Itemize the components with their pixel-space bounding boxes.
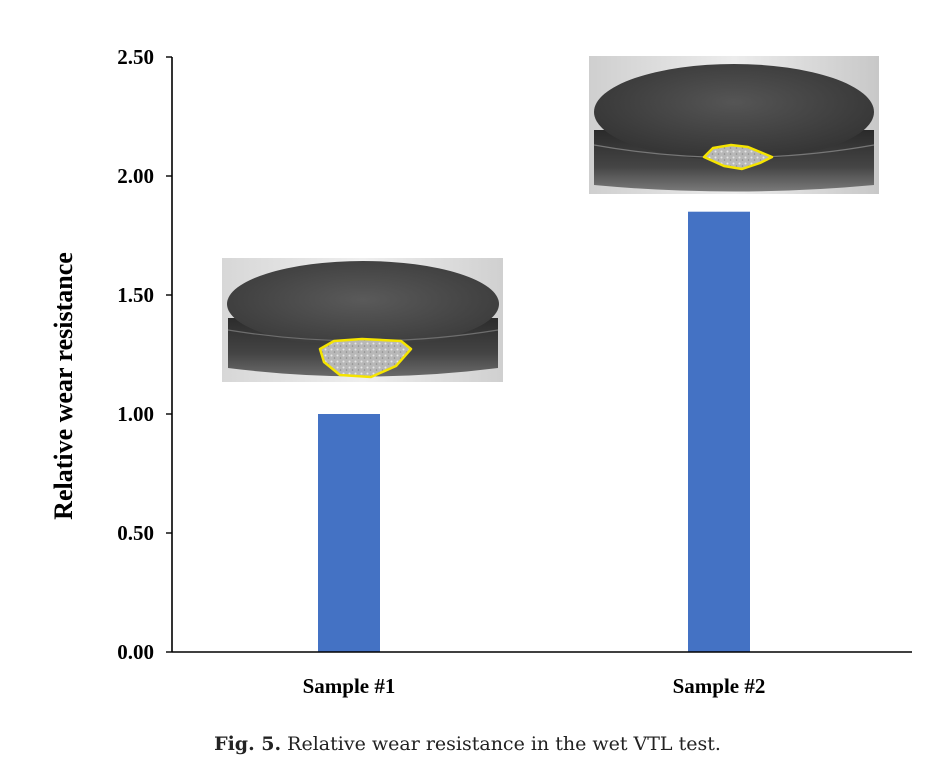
sample-1-worn-specimen-photo <box>222 258 503 382</box>
bars <box>318 211 750 652</box>
y-tick-label: 0.50 <box>117 521 154 545</box>
y-axis-title: Relative wear resistance <box>49 252 78 520</box>
bar-2 <box>688 211 750 652</box>
y-tick-label: 1.00 <box>117 402 154 426</box>
figure-number: Fig. 5. <box>214 733 282 755</box>
x-category-label: Sample #2 <box>673 674 766 698</box>
x-category-label: Sample #1 <box>303 674 396 698</box>
y-tick-label: 2.00 <box>117 164 154 188</box>
y-tick-label: 0.00 <box>117 640 154 664</box>
caption-text: Relative wear resistance in the wet VTL … <box>281 733 721 755</box>
bar-1 <box>318 414 380 652</box>
sample-1-wear-outline <box>318 337 413 379</box>
x-axis-category-labels: Sample #1 Sample #2 <box>303 674 766 698</box>
figure-caption: Fig. 5. Relative wear resistance in the … <box>0 733 935 755</box>
bar-chart: 0.000.501.001.502.002.50 Sample #1 Sample… <box>49 45 912 698</box>
y-tick-label: 2.50 <box>117 45 154 69</box>
y-axis-ticks: 0.00 0.50 1.00 1.50 2.00 2.50 <box>117 45 172 664</box>
y-tick-label: 1.50 <box>117 283 154 307</box>
sample-2-worn-specimen-photo <box>589 56 879 194</box>
sample-2-wear-outline <box>702 143 774 171</box>
